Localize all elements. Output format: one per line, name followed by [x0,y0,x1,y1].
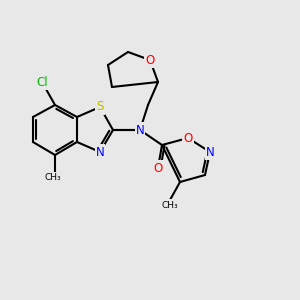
Text: N: N [96,146,104,158]
Text: Cl: Cl [36,76,48,88]
Text: N: N [136,124,144,136]
Text: O: O [146,53,154,67]
Text: S: S [96,100,104,113]
Text: CH₃: CH₃ [162,200,178,209]
Text: N: N [206,146,214,158]
Text: O: O [183,131,193,145]
Text: O: O [153,161,163,175]
Text: CH₃: CH₃ [45,173,61,182]
